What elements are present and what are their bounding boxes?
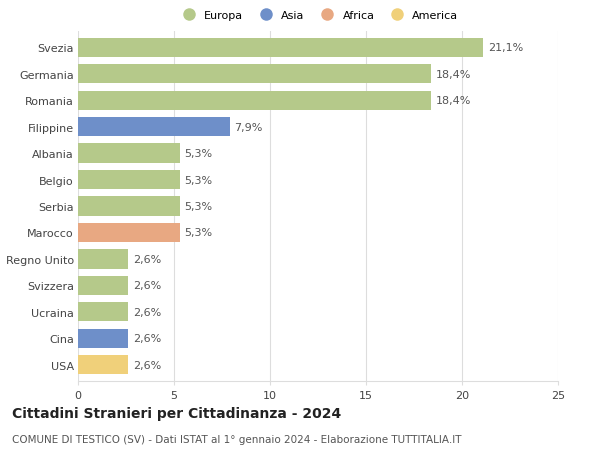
- Text: 5,3%: 5,3%: [185, 202, 212, 212]
- Text: COMUNE DI TESTICO (SV) - Dati ISTAT al 1° gennaio 2024 - Elaborazione TUTTITALIA: COMUNE DI TESTICO (SV) - Dati ISTAT al 1…: [12, 434, 461, 444]
- Bar: [78, 197, 180, 216]
- Text: 2,6%: 2,6%: [133, 254, 161, 264]
- Bar: [78, 224, 180, 242]
- Text: 18,4%: 18,4%: [436, 69, 472, 79]
- Text: 18,4%: 18,4%: [436, 96, 472, 106]
- Bar: [78, 144, 180, 163]
- Text: 2,6%: 2,6%: [133, 334, 161, 344]
- Text: 2,6%: 2,6%: [133, 360, 161, 370]
- Bar: [78, 118, 230, 137]
- Bar: [78, 250, 128, 269]
- Bar: [78, 303, 128, 322]
- Text: 7,9%: 7,9%: [235, 122, 263, 132]
- Legend: Europa, Asia, Africa, America: Europa, Asia, Africa, America: [175, 9, 461, 23]
- Text: 2,6%: 2,6%: [133, 281, 161, 291]
- Text: 5,3%: 5,3%: [185, 149, 212, 159]
- Bar: [78, 171, 180, 190]
- Text: 5,3%: 5,3%: [185, 175, 212, 185]
- Text: 21,1%: 21,1%: [488, 43, 523, 53]
- Bar: [78, 356, 128, 375]
- Text: 2,6%: 2,6%: [133, 307, 161, 317]
- Bar: [78, 329, 128, 348]
- Text: Cittadini Stranieri per Cittadinanza - 2024: Cittadini Stranieri per Cittadinanza - 2…: [12, 406, 341, 420]
- Bar: [78, 65, 431, 84]
- Bar: [78, 39, 483, 57]
- Text: 5,3%: 5,3%: [185, 228, 212, 238]
- Bar: [78, 276, 128, 295]
- Bar: [78, 91, 431, 110]
